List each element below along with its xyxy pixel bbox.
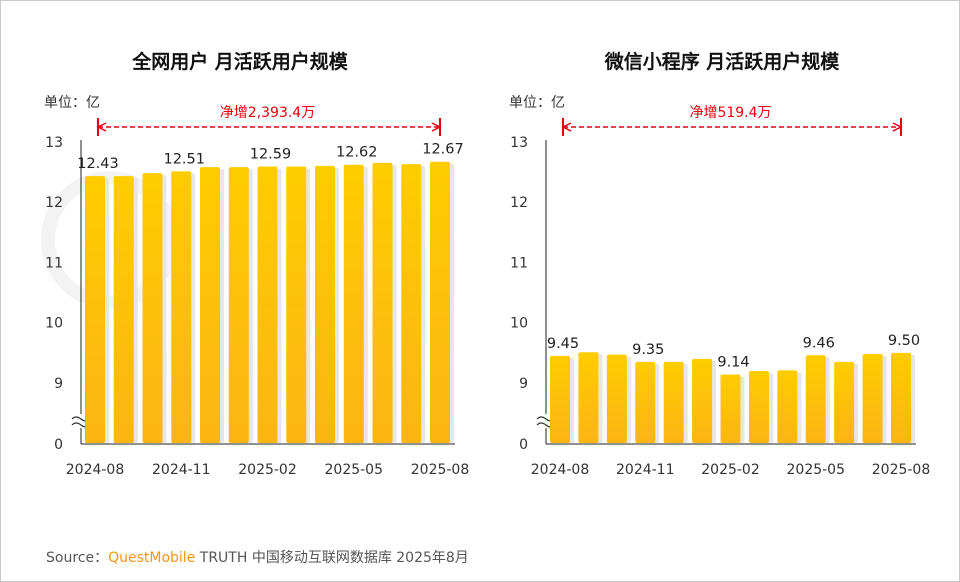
data-label: 12.43 bbox=[77, 156, 119, 172]
bar bbox=[748, 370, 769, 443]
x-tick-label: 2024-08 bbox=[531, 462, 590, 478]
source-brand: QuestMobile bbox=[108, 550, 196, 566]
x-tick-label: 2025-02 bbox=[238, 462, 297, 478]
data-label: 9.45 bbox=[547, 336, 579, 352]
bar bbox=[372, 162, 393, 443]
data-label: 12.62 bbox=[336, 145, 378, 161]
data-label: 12.59 bbox=[250, 147, 292, 163]
bar bbox=[142, 173, 163, 443]
bar bbox=[430, 161, 450, 443]
chart-title: 微信小程序 月活跃用户规模 bbox=[604, 50, 841, 73]
bar bbox=[834, 361, 855, 443]
x-tick-label: 2025-02 bbox=[701, 462, 760, 478]
arrow-left-icon bbox=[561, 122, 572, 132]
bar bbox=[343, 164, 364, 444]
bar bbox=[171, 171, 192, 444]
bar bbox=[606, 354, 627, 443]
bar bbox=[85, 176, 105, 443]
bar bbox=[228, 167, 249, 443]
arrow-right-icon bbox=[892, 122, 903, 132]
bar bbox=[200, 167, 220, 443]
bar bbox=[720, 374, 741, 443]
y-tick-label: 13 bbox=[510, 135, 528, 151]
bar bbox=[401, 164, 422, 443]
bar bbox=[113, 176, 134, 443]
bar bbox=[315, 165, 335, 444]
data-label: 9.50 bbox=[888, 333, 920, 349]
x-tick-label: 2024-08 bbox=[66, 462, 125, 478]
source-note: Source：QuestMobile TRUTH 中国移动互联网数据库 2025… bbox=[46, 547, 469, 567]
bar bbox=[635, 361, 656, 443]
bar bbox=[777, 370, 798, 443]
net-growth-label: 净增519.4万 bbox=[689, 105, 771, 121]
y-tick-label: 9 bbox=[54, 376, 63, 392]
y-tick-label: 11 bbox=[510, 255, 528, 271]
y-tick-label: 0 bbox=[519, 437, 528, 453]
unit-label: 单位：亿 bbox=[509, 95, 565, 111]
y-tick-label: 10 bbox=[510, 316, 528, 332]
x-tick-label: 2024-11 bbox=[152, 462, 211, 478]
data-label: 12.51 bbox=[163, 151, 205, 167]
x-tick-label: 2025-08 bbox=[872, 462, 931, 478]
x-tick-label: 2024-11 bbox=[616, 462, 675, 478]
bar bbox=[891, 352, 911, 443]
bar bbox=[257, 166, 278, 443]
bar bbox=[692, 358, 713, 443]
x-tick-label: 2025-08 bbox=[411, 462, 470, 478]
y-tick-label: 12 bbox=[510, 195, 528, 211]
data-label: 9.14 bbox=[717, 355, 749, 371]
y-tick-label: 9 bbox=[519, 376, 528, 392]
arrow-right-icon bbox=[431, 122, 442, 132]
data-label: 9.35 bbox=[632, 342, 664, 358]
data-label: 9.46 bbox=[803, 335, 835, 351]
arrow-left-icon bbox=[96, 122, 107, 132]
source-rest: TRUTH 中国移动互联网数据库 2025年8月 bbox=[195, 550, 469, 566]
source-prefix: Source： bbox=[46, 550, 109, 566]
bar bbox=[550, 355, 570, 443]
bar bbox=[663, 361, 684, 443]
data-label: 12.67 bbox=[422, 142, 464, 158]
y-tick-label: 10 bbox=[45, 316, 63, 332]
y-tick-label: 13 bbox=[45, 135, 63, 151]
x-tick-label: 2025-05 bbox=[325, 462, 384, 478]
y-tick-label: 12 bbox=[45, 195, 63, 211]
net-growth-label: 净增2,393.4万 bbox=[220, 105, 315, 121]
y-tick-label: 0 bbox=[54, 437, 63, 453]
unit-label: 单位：亿 bbox=[44, 95, 100, 111]
bar bbox=[286, 166, 307, 443]
bar bbox=[805, 355, 826, 443]
bar bbox=[862, 354, 883, 443]
x-tick-label: 2025-05 bbox=[787, 462, 846, 478]
chart-title: 全网用户 月活跃用户规模 bbox=[131, 50, 349, 73]
bar bbox=[578, 352, 599, 443]
y-tick-label: 11 bbox=[45, 255, 63, 271]
